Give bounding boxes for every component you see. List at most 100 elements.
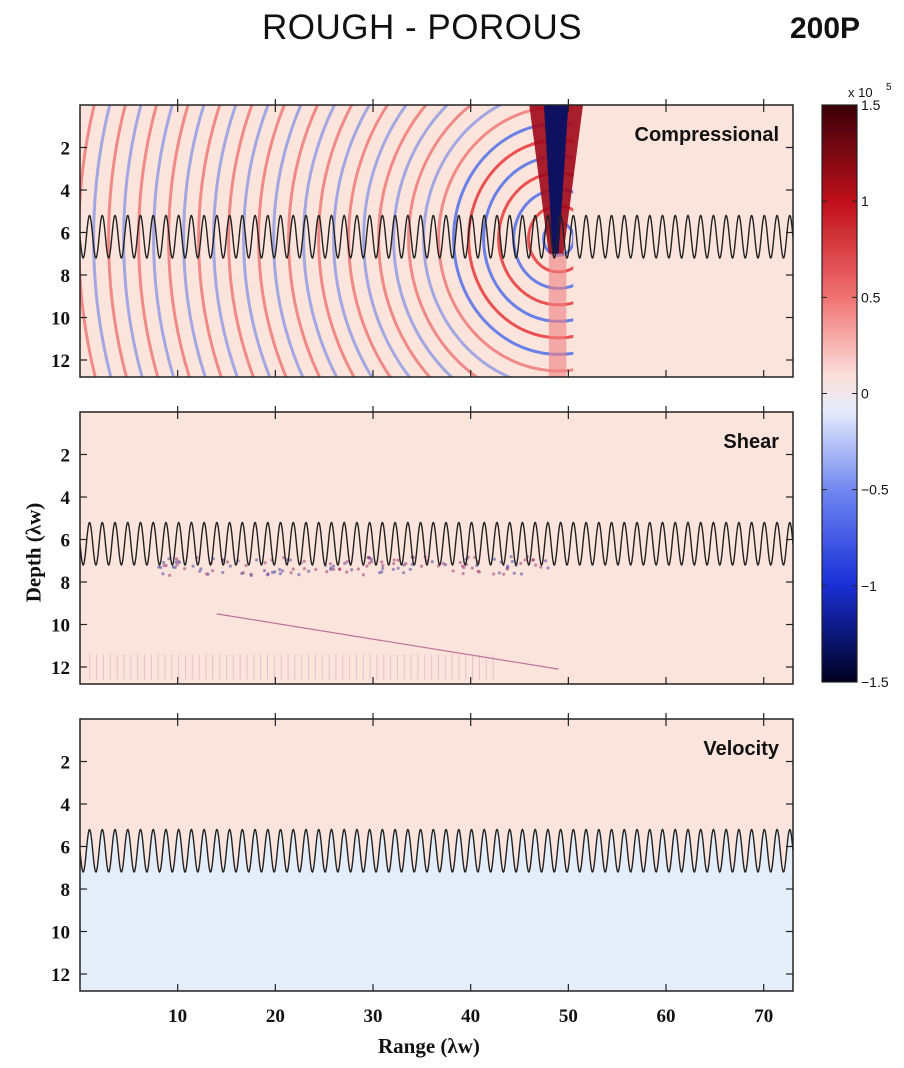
shear-speck	[297, 573, 300, 576]
shear-speck	[221, 571, 224, 574]
shear-speck	[452, 569, 455, 572]
y-tick-label: 10	[51, 923, 70, 944]
x-tick-label: 40	[461, 1006, 480, 1027]
shear-speck	[183, 567, 186, 570]
shear-speck	[165, 564, 168, 567]
panels-layer: Compressional24681012Shear24681012Veloci…	[4, 0, 904, 1027]
shear-speck	[502, 573, 505, 576]
shear-speck	[492, 572, 495, 575]
shear-speck	[273, 570, 276, 573]
shear-speck	[244, 564, 247, 567]
x-tick-label: 50	[559, 1006, 578, 1027]
shear-speck	[471, 567, 474, 570]
shear-speck	[368, 562, 371, 565]
panel-label: Velocity	[703, 738, 779, 760]
shear-speck	[520, 572, 523, 575]
shear-speck	[380, 570, 383, 573]
x-tick-label: 70	[754, 1006, 773, 1027]
shear-speck	[255, 558, 258, 561]
shear-speck	[546, 566, 549, 569]
panel-label: Shear	[723, 431, 779, 453]
shear-speck	[266, 573, 269, 576]
shear-speck	[191, 565, 194, 568]
y-tick-label: 12	[51, 351, 70, 372]
shear-speck	[392, 568, 395, 571]
shear-speck	[392, 562, 395, 565]
colorbar-exponent-power: 5	[886, 82, 892, 93]
x-tick-label: 20	[266, 1006, 285, 1027]
shear-speck	[174, 566, 177, 569]
y-tick-label: 8	[61, 573, 71, 594]
shear-speck	[292, 568, 295, 571]
shear-speck	[211, 569, 214, 572]
y-tick-label: 4	[61, 488, 71, 509]
colorbar-tick-label: 0	[861, 386, 869, 402]
colorbar-tick-label: −1.5	[861, 674, 889, 690]
panel-velocity	[80, 719, 793, 991]
shear-speck	[493, 558, 496, 561]
shear-speck	[365, 565, 368, 568]
y-tick-label: 6	[61, 838, 71, 859]
colorbar-tick-label: −1	[861, 578, 877, 594]
shear-speck	[350, 568, 353, 571]
shear-speck	[264, 561, 267, 564]
x-tick-label: 30	[364, 1006, 383, 1027]
shear-speck	[303, 567, 306, 570]
shear-speck	[498, 571, 501, 574]
shear-speck	[250, 574, 253, 577]
shear-speck	[329, 562, 332, 565]
shear-speck	[513, 572, 516, 575]
shear-speck	[205, 572, 208, 575]
shear-speck	[511, 560, 514, 563]
shear-speck	[162, 561, 165, 564]
y-tick-label: 12	[51, 965, 70, 986]
colorbar-tick-label: 1	[861, 193, 869, 209]
shear-speck	[278, 568, 281, 571]
y-tick-label: 10	[51, 309, 70, 330]
shear-speck	[539, 566, 542, 569]
colorbar-tick-label: −0.5	[861, 482, 889, 498]
shear-speck	[289, 558, 292, 561]
shear-speck	[175, 557, 178, 560]
y-tick-label: 8	[61, 880, 71, 901]
x-axis-label: Range (λw)	[378, 1034, 480, 1059]
y-tick-label: 2	[61, 446, 71, 467]
shear-speck	[396, 559, 399, 562]
shear-speck	[404, 562, 407, 565]
y-tick-label: 10	[51, 616, 70, 637]
shear-speck	[303, 560, 306, 563]
y-tick-label: 12	[51, 658, 70, 679]
x-tick-label: 10	[168, 1006, 187, 1027]
shear-speck	[368, 556, 371, 559]
shear-speck	[178, 561, 181, 564]
y-tick-label: 6	[61, 224, 71, 245]
shear-speck	[402, 571, 405, 574]
colorbar: 1.510.50−0.5−1−1.5x 10 5	[822, 82, 892, 690]
shear-speck	[157, 565, 160, 568]
panel-shear	[80, 412, 793, 684]
shear-speck	[307, 570, 310, 573]
shear-speck	[462, 572, 465, 575]
y-axis-label: Depth (λw)	[22, 483, 47, 623]
shear-speck	[279, 572, 282, 575]
shear-speck	[431, 560, 434, 563]
shear-speck	[462, 566, 465, 569]
shear-speck	[519, 562, 522, 565]
shear-speck	[263, 569, 266, 572]
shear-speck	[161, 572, 164, 575]
shear-speck	[420, 565, 423, 568]
shear-speck	[506, 567, 509, 570]
shear-speck	[381, 567, 384, 570]
shear-speck	[524, 558, 527, 561]
shear-speck	[346, 560, 349, 563]
x-tick-label: 60	[657, 1006, 676, 1027]
shear-speck	[338, 567, 341, 570]
y-tick-label: 6	[61, 531, 71, 552]
shear-speck	[397, 567, 400, 570]
panel-label: Compressional	[635, 124, 779, 146]
y-tick-label: 2	[61, 753, 71, 774]
y-tick-label: 4	[61, 795, 71, 816]
shear-speck	[409, 568, 412, 571]
y-tick-label: 4	[61, 181, 71, 202]
